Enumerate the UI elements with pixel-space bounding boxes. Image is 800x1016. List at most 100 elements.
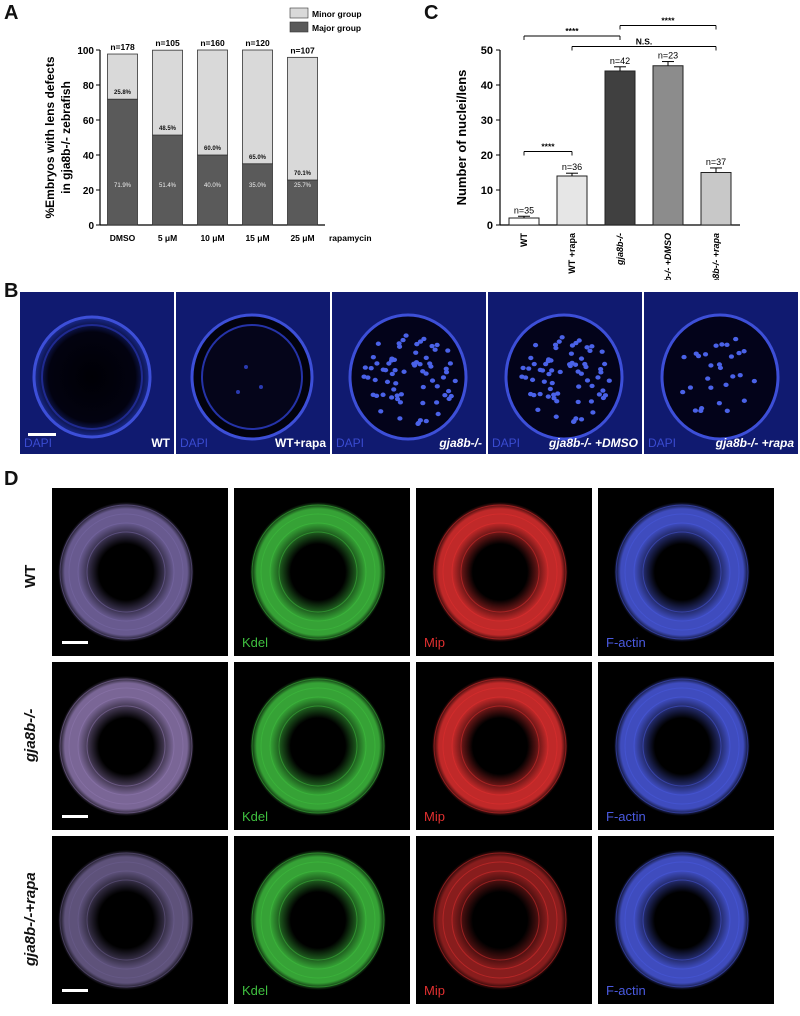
nucleus-dot xyxy=(420,400,426,406)
y-tick-label: 80 xyxy=(83,81,95,92)
bar-major xyxy=(152,134,183,226)
nucleus-dot xyxy=(568,351,575,356)
nucleus-dot xyxy=(576,338,582,343)
y-axis-label: Number of nuclei/lens xyxy=(454,70,469,206)
panel-b-label-wt: WT xyxy=(151,436,170,450)
lens-fiber-ring xyxy=(86,879,166,961)
lens-fiber-ring xyxy=(633,870,731,970)
nucleus-dot xyxy=(569,343,576,348)
nucleus-dot xyxy=(589,344,595,349)
nucleus-dot xyxy=(751,378,757,384)
nucleus-dot xyxy=(556,339,562,344)
lens-fiber-ring xyxy=(278,531,358,613)
data-label-minor: 60.0% xyxy=(204,146,222,152)
nucleus-dot xyxy=(553,414,559,419)
significance-label: **** xyxy=(541,142,555,152)
nucleus-dot xyxy=(730,374,736,379)
nucleus-dot xyxy=(435,411,441,417)
nucleus-dot xyxy=(529,377,536,383)
nucleus-dot xyxy=(596,392,602,397)
nucleus-dot xyxy=(575,369,581,374)
y-tick-label: 20 xyxy=(83,186,95,197)
nucleus-dot xyxy=(414,341,420,347)
data-label-minor: 70.1% xyxy=(294,171,312,177)
n-label: n=120 xyxy=(245,38,270,48)
nucleus-dot xyxy=(413,350,419,355)
nucleus-dot xyxy=(415,420,422,426)
dapi-label: DAPI xyxy=(648,436,677,450)
bar xyxy=(604,70,636,226)
lens-fiber-ring xyxy=(451,870,549,970)
panel-letter-c: C xyxy=(424,2,439,24)
nucleus-dot xyxy=(590,410,596,415)
lens-micrograph xyxy=(250,502,386,642)
nucleus-dot xyxy=(386,361,392,366)
dapi-lens-image xyxy=(488,292,642,454)
scale-bar xyxy=(62,815,88,818)
lens-fiber-ring xyxy=(624,513,740,631)
nucleus-dot xyxy=(443,366,449,372)
channel-label: Kdel xyxy=(242,983,269,998)
nucleus-dot xyxy=(549,368,555,373)
y-tick-label: 0 xyxy=(487,220,493,232)
lens-fiber-ring xyxy=(624,687,740,805)
lens-fiber-ring xyxy=(442,513,558,631)
nucleus-dot xyxy=(440,375,447,380)
lens-fiber-ring xyxy=(278,879,358,961)
nucleus-dot xyxy=(681,354,687,360)
nucleus-dot xyxy=(551,392,557,397)
nucleus-dot xyxy=(717,365,724,371)
panel-d-channel-image: Mip xyxy=(416,836,592,1004)
panel-d-channel-image: Kdel xyxy=(234,662,410,830)
channel-label: Kdel xyxy=(242,635,269,650)
panel-d-channel-image: Mip xyxy=(416,488,592,656)
lens-fiber-ring xyxy=(633,522,731,622)
nucleus-dot xyxy=(398,392,404,397)
nucleus-dot xyxy=(396,344,403,349)
nucleus-dot xyxy=(362,365,368,370)
data-label-major: 51.4% xyxy=(159,183,177,189)
channel-label: F-actin xyxy=(606,809,646,824)
significance-label: **** xyxy=(661,16,675,26)
lens-fiber-ring xyxy=(642,705,722,787)
nucleus-dot xyxy=(403,333,409,338)
nucleus-dot xyxy=(392,367,398,373)
nucleus-dot xyxy=(584,378,591,383)
n-label: n=178 xyxy=(110,42,135,52)
bar-minor xyxy=(107,53,138,100)
nucleus-dot xyxy=(588,399,595,404)
nucleus-dot xyxy=(361,374,367,379)
nucleus-dot xyxy=(600,395,607,401)
lens-fiber-ring xyxy=(615,678,749,814)
nucleus-dot xyxy=(447,361,453,366)
nucleus-dot xyxy=(389,395,395,400)
lens-micrograph xyxy=(250,850,386,990)
nucleus-dot xyxy=(595,375,601,380)
lens-fiber-ring xyxy=(642,531,722,613)
data-label-minor: 65.0% xyxy=(249,155,267,161)
panel-d-channel-image: Mip xyxy=(416,662,592,830)
dapi-label: DAPI xyxy=(336,436,365,450)
panel-b-image-mutant-dmso: DAPI gja8b-/- +DMSO xyxy=(488,292,642,454)
x-tick-label: 10 μM xyxy=(200,233,224,243)
nucleus-dot xyxy=(428,364,434,369)
nucleus-dot xyxy=(599,349,605,354)
panel-d-channel-image: F-actin xyxy=(598,836,774,1004)
lens-fiber-ring xyxy=(260,861,376,979)
nucleus-dot xyxy=(394,396,401,402)
lens-fiber-ring xyxy=(460,705,540,787)
bar-minor xyxy=(242,49,273,165)
x-tick-label: 25 μM xyxy=(290,233,314,243)
data-label-major: 35.0% xyxy=(249,183,267,189)
nucleus-dot xyxy=(372,377,378,383)
scale-bar xyxy=(62,641,88,644)
lens-fiber-ring xyxy=(451,696,549,796)
lens-fiber-ring xyxy=(451,522,549,622)
nucleus-dot xyxy=(380,367,386,372)
panel-d-row-label: gja8b-/- xyxy=(22,708,39,762)
n-label: n=37 xyxy=(706,157,726,167)
nucleus-dot xyxy=(680,389,686,395)
lens-fiber-ring xyxy=(86,531,166,613)
lens-fiber-ring xyxy=(433,852,567,988)
x-tick-label: gja8b-/- +rapa xyxy=(711,233,721,280)
